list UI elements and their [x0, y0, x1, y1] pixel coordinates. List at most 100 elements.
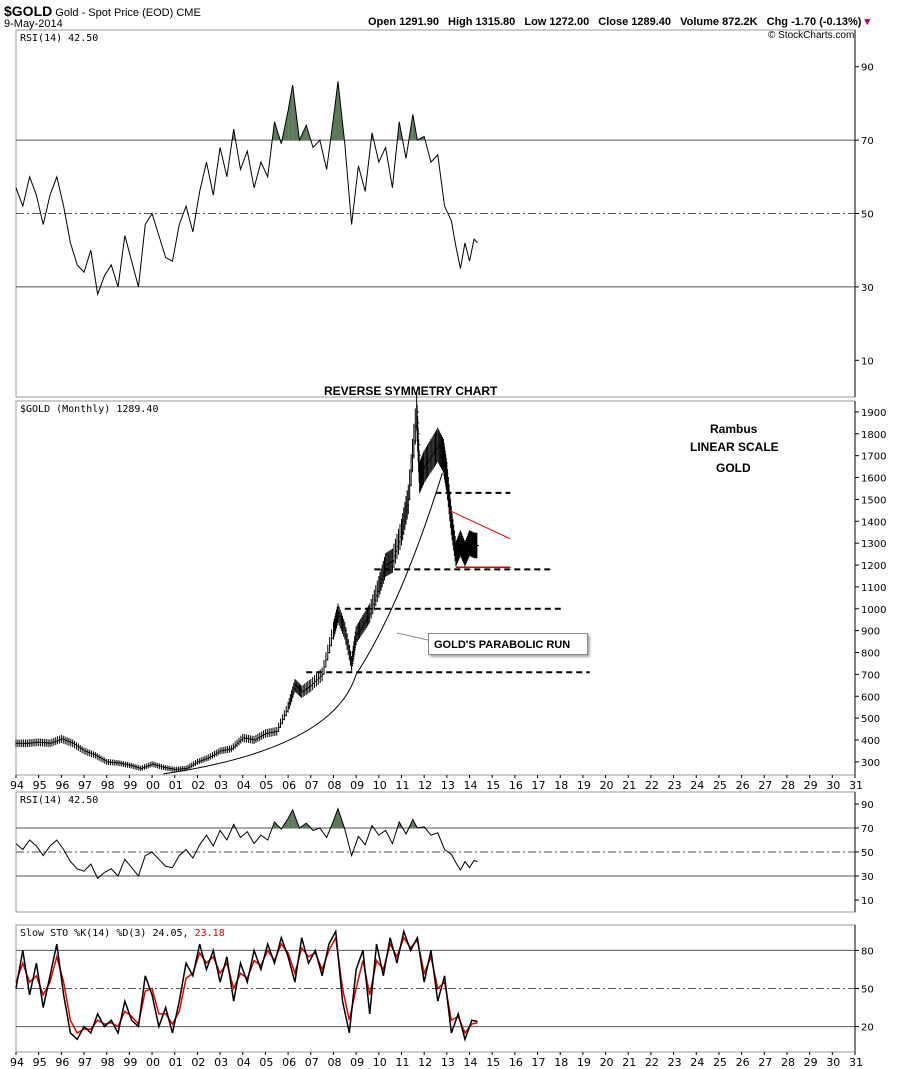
x-tick-label: 05: [259, 1056, 273, 1069]
x-tick-label: 94: [10, 1056, 24, 1069]
sto-d-line: [15, 935, 478, 1035]
y-tick-label: 1000: [861, 605, 886, 616]
y-tick-label: 50: [861, 848, 874, 859]
x-tick-label: 15: [486, 1056, 500, 1069]
x-tick-label: 26: [736, 779, 750, 792]
high-value: 1315.80: [475, 16, 516, 28]
sto-k-line: [15, 928, 478, 1042]
x-tick-label: 19: [577, 1056, 591, 1069]
x-tick-label: 11: [395, 1056, 409, 1069]
x-tick-label: 96: [55, 1056, 69, 1069]
chg-value: -1.70 (-0.13%): [791, 16, 862, 28]
x-tick-label: 02: [191, 1056, 205, 1069]
down-arrow-icon: ▾: [864, 16, 870, 28]
rsi-bottom-label: RSI(14) 42.50: [20, 795, 98, 806]
x-tick-label: 31: [849, 1056, 863, 1069]
x-tick-label: 09: [350, 1056, 364, 1069]
y-tick-label: 400: [861, 736, 880, 747]
x-tick-label: 06: [282, 779, 296, 792]
x-tick-label: 00: [146, 779, 160, 792]
triangle-top-line: [448, 509, 511, 540]
x-tick-label: 25: [713, 1056, 727, 1069]
low-label: Low: [524, 16, 547, 28]
open-label: Open: [368, 16, 397, 28]
high-label: High: [448, 16, 473, 28]
x-tick-label: 24: [690, 1056, 704, 1069]
y-tick-label: 300: [861, 758, 880, 769]
gold-panel-label: $GOLD (Monthly) 1289.40: [20, 404, 158, 415]
x-tick-label: 03: [214, 779, 228, 792]
x-tick-label: 06: [282, 1056, 296, 1069]
x-tick-label: 23: [668, 779, 682, 792]
x-tick-label: 27: [758, 1056, 772, 1069]
x-tick-label: 27: [758, 779, 772, 792]
x-tick-label: 30: [826, 1056, 840, 1069]
x-tick-label: 26: [736, 1056, 750, 1069]
y-tick-label: 30: [861, 283, 874, 294]
x-tick-label: 14: [464, 779, 478, 792]
parabola-curve: [163, 473, 443, 775]
x-tick-label: 95: [33, 779, 47, 792]
x-tick-label: 10: [373, 779, 387, 792]
y-tick-label: 70: [861, 136, 874, 147]
instrument-name: Gold - Spot Price (EOD): [55, 7, 174, 19]
x-tick-label: 02: [191, 779, 205, 792]
x-tick-label: 19: [577, 779, 591, 792]
volume-label: Volume: [680, 16, 720, 28]
x-tick-label: 11: [395, 779, 409, 792]
rsi-overbought-fill: [288, 85, 293, 141]
sto-label: Slow STO %K(14) %D(3) 24.05, 23.18: [20, 928, 225, 939]
y-tick-label: 50: [861, 210, 874, 221]
x-tick-label: 31: [849, 779, 863, 792]
rsi-overbought-fill: [288, 810, 293, 828]
author-label: Rambus: [710, 422, 758, 436]
x-tick-label: 18: [554, 779, 568, 792]
x-tick-label: 01: [169, 1056, 183, 1069]
exchange: CME: [176, 7, 201, 19]
x-tick-label: 17: [532, 779, 546, 792]
y-tick-label: 90: [861, 63, 874, 74]
rsi-line: [15, 807, 478, 880]
chart-date: 9-May-2014: [4, 18, 63, 30]
x-tick-label: 21: [622, 1056, 636, 1069]
open-value: 1291.90: [399, 16, 439, 28]
x-tick-label: 30: [826, 779, 840, 792]
x-tick-label: 21: [622, 779, 636, 792]
x-tick-label: 98: [101, 1056, 115, 1069]
x-tick-label: 22: [645, 1056, 659, 1069]
x-tick-label: 18: [554, 1056, 568, 1069]
y-tick-label: 1200: [861, 561, 886, 572]
y-tick-label: 1400: [861, 517, 886, 528]
quote-bar: Open 1291.90 High 1315.80 Low 1272.00 Cl…: [368, 15, 870, 28]
chg-label: Chg: [766, 16, 789, 28]
x-tick-label: 20: [600, 1056, 614, 1069]
x-tick-label: 29: [804, 1056, 818, 1069]
x-tick-label: 16: [509, 1056, 523, 1069]
y-tick-label: 1100: [861, 583, 886, 594]
y-tick-label: 70: [861, 824, 874, 835]
x-tick-label: 01: [169, 779, 183, 792]
close-label: Close: [598, 16, 629, 28]
y-tick-label: 1800: [861, 430, 886, 441]
y-tick-label: 20: [861, 1023, 874, 1034]
x-tick-label: 04: [237, 779, 251, 792]
symbol: $GOLD: [4, 3, 53, 19]
x-tick-label: 20: [600, 779, 614, 792]
x-tick-label: 04: [237, 1056, 251, 1069]
x-tick-label: 96: [55, 779, 69, 792]
y-tick-label: 1600: [861, 474, 886, 485]
x-tick-label: 98: [101, 779, 115, 792]
x-tick-label: 10: [373, 1056, 387, 1069]
y-tick-label: 90: [861, 800, 874, 811]
rsi-top-label: RSI(14) 42.50: [20, 33, 98, 44]
y-tick-label: 800: [861, 649, 880, 660]
x-tick-label: 00: [146, 1056, 160, 1069]
x-tick-label: 05: [259, 779, 273, 792]
x-tick-label: 97: [78, 1056, 92, 1069]
y-tick-label: 10: [861, 356, 874, 367]
x-tick-label: 09: [350, 779, 364, 792]
x-tick-label: 13: [441, 779, 455, 792]
y-tick-label: 700: [861, 670, 880, 681]
x-tick-label: 08: [327, 779, 341, 792]
y-tick-label: 1500: [861, 495, 886, 506]
